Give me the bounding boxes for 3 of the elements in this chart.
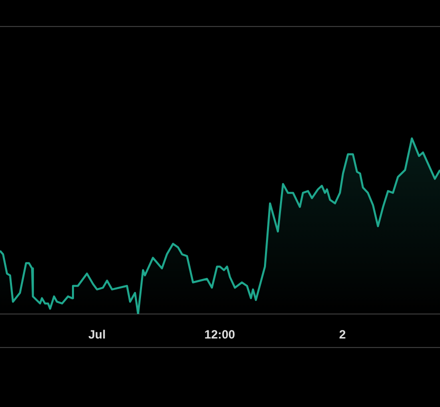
x-tick-label: 2 xyxy=(339,328,346,342)
x-tick-label: Jul xyxy=(88,328,106,342)
x-tick-label: 12:00 xyxy=(204,328,236,342)
